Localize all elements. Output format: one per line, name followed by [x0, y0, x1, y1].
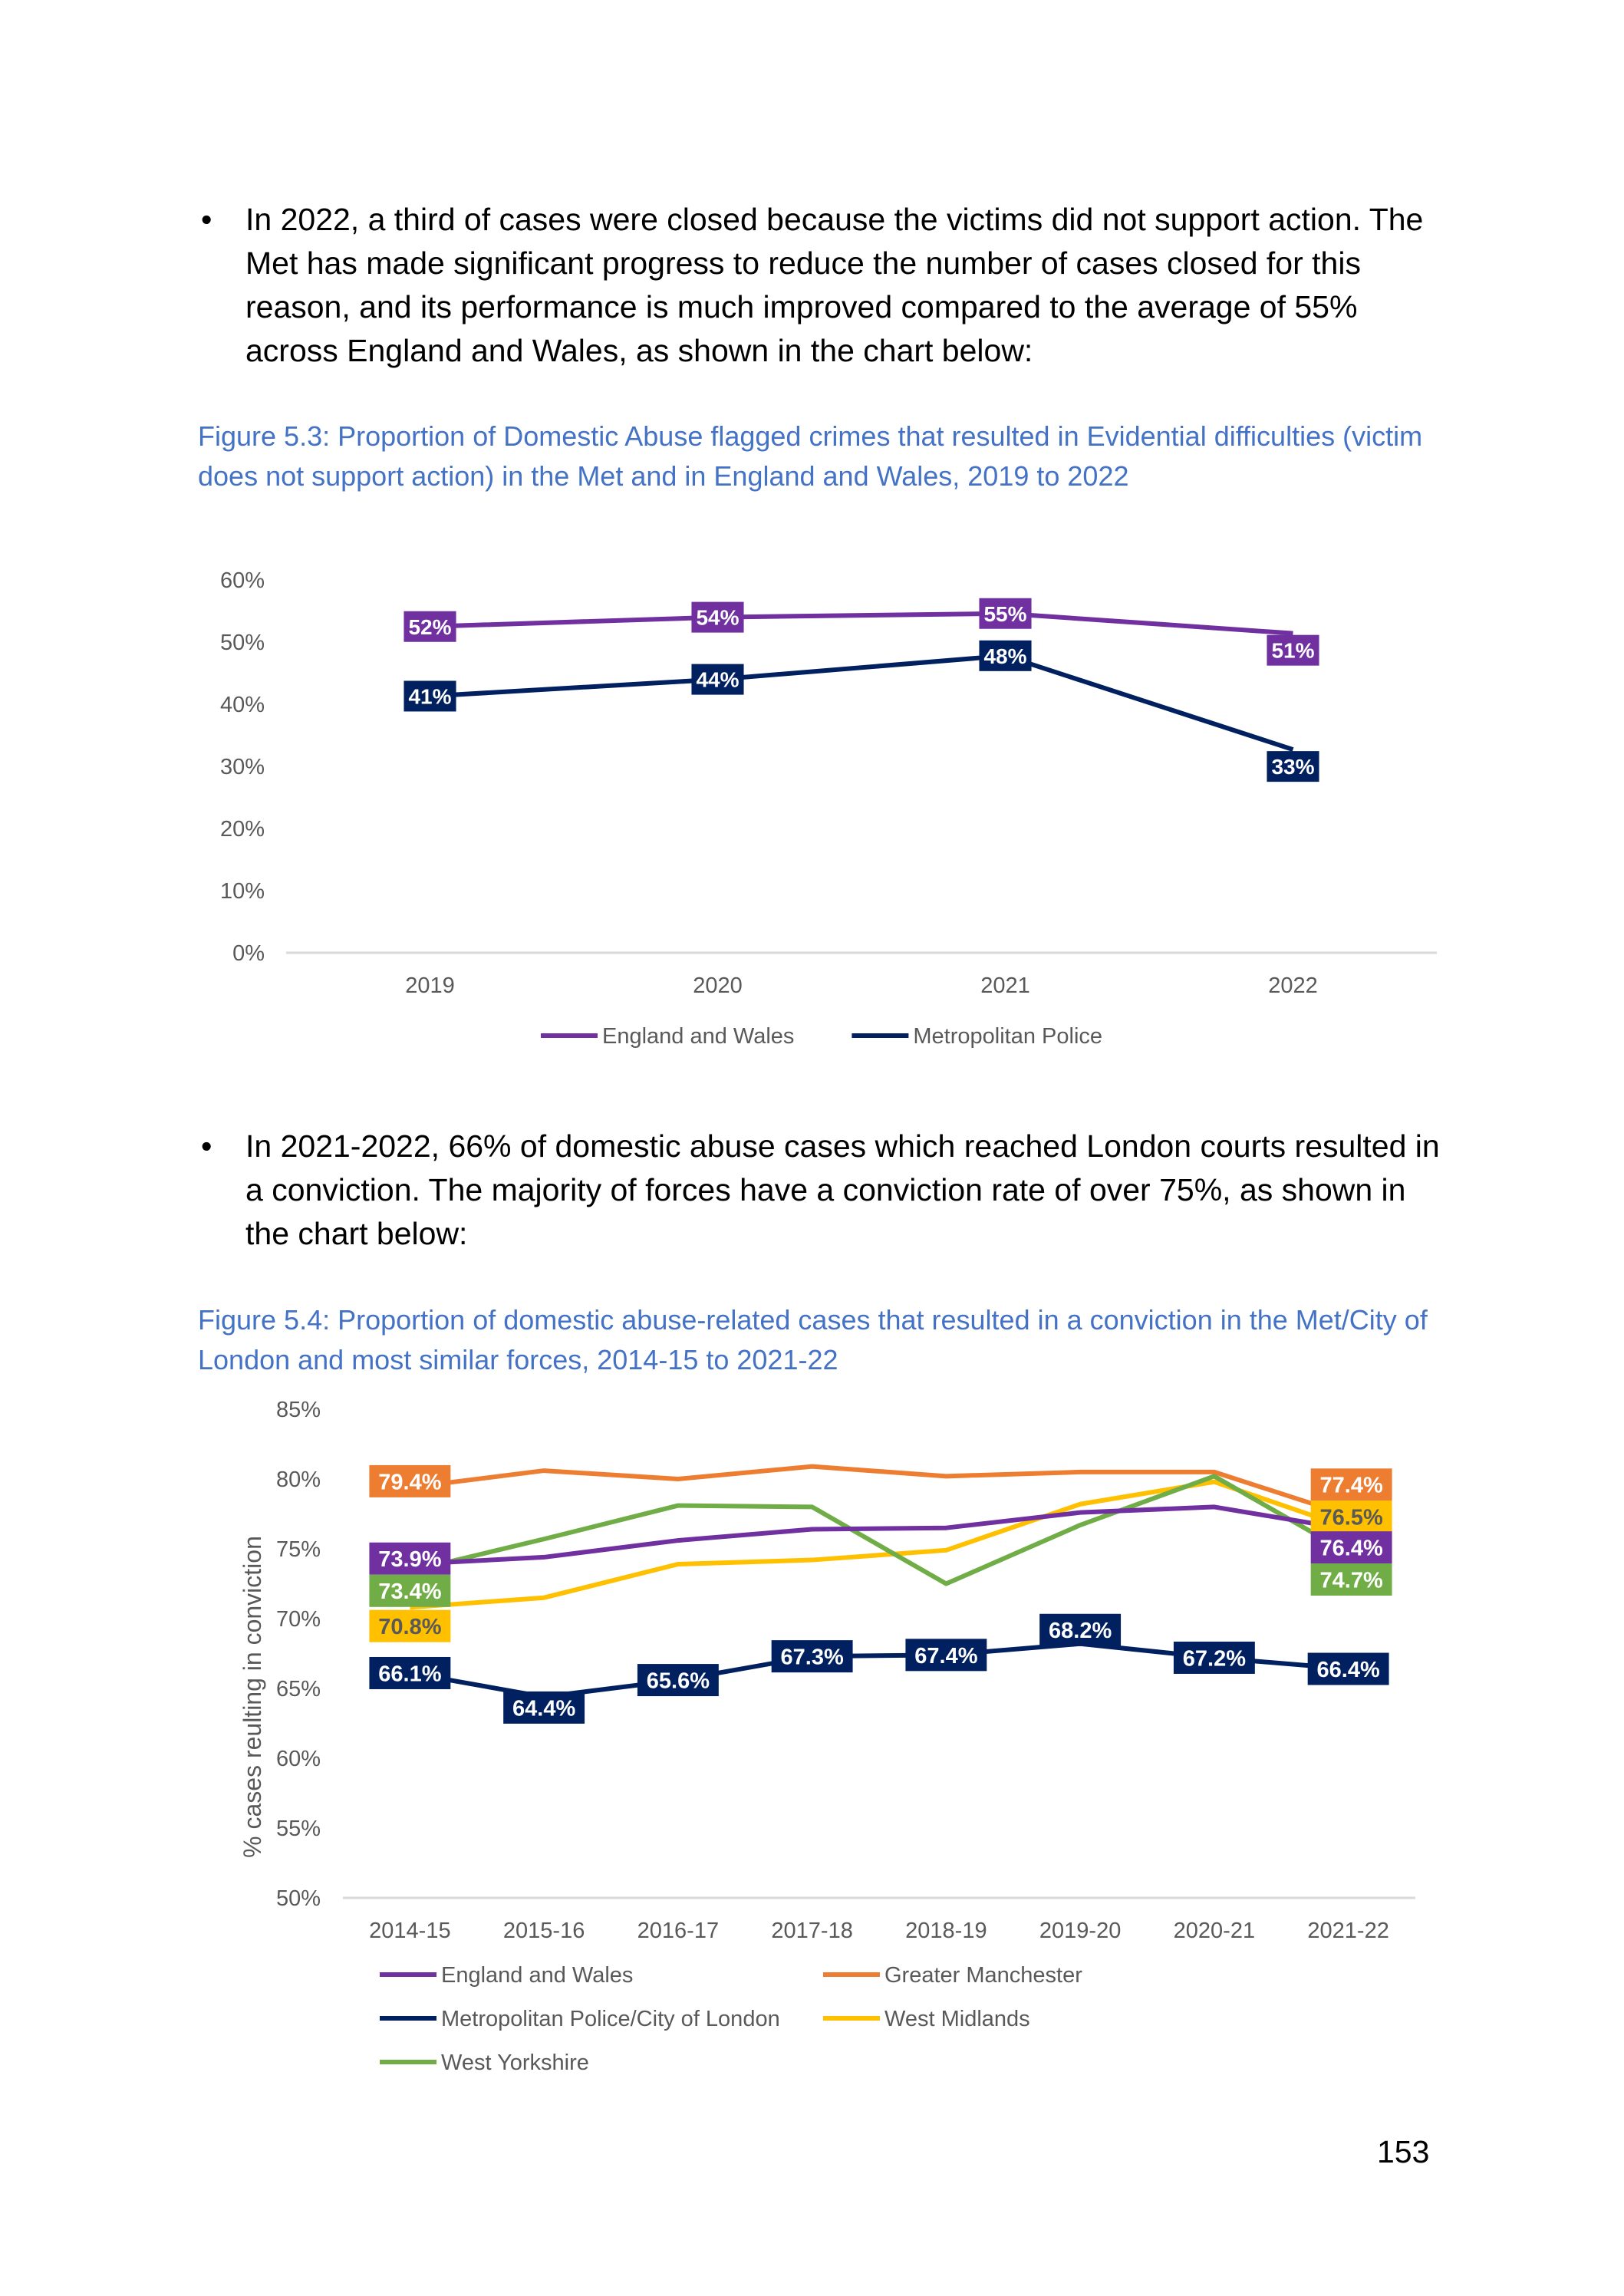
data-label-box [691, 664, 744, 695]
data-label-box [369, 1574, 451, 1607]
data-label: 67.3% [781, 1645, 844, 1670]
y-tick-label: 75% [276, 1537, 321, 1562]
data-label: 77.4% [1320, 1474, 1383, 1498]
page-number: 153 [1377, 2134, 1430, 2169]
x-tick-label: 2021-22 [1307, 1919, 1388, 1943]
y-tick-label: 60% [276, 1747, 321, 1771]
data-label-box [1267, 751, 1319, 782]
bullet-1-symbol: • [201, 202, 212, 237]
data-label: 70.8% [378, 1615, 441, 1639]
x-tick-label: 2018-19 [905, 1919, 987, 1943]
y-tick-label: 20% [220, 817, 265, 842]
data-label-box [691, 601, 744, 633]
data-label: 68.2% [1049, 1619, 1112, 1643]
data-label: 67.2% [1183, 1646, 1246, 1671]
data-label: 66.4% [1317, 1658, 1380, 1682]
y-tick-label: 0% [232, 941, 265, 966]
x-tick-label: 2020-21 [1174, 1919, 1255, 1943]
series-line-metropolitan-police [430, 653, 1294, 752]
data-label-box [404, 611, 456, 642]
data-label: 64.4% [512, 1696, 575, 1721]
data-label-box [404, 680, 456, 712]
x-tick-label: 2019-20 [1039, 1919, 1121, 1943]
x-tick-label: 2019 [405, 973, 455, 998]
y-tick-label: 80% [276, 1468, 321, 1492]
data-label: 44% [696, 668, 739, 692]
data-label-box [1267, 634, 1319, 666]
data-label-box [503, 1691, 585, 1724]
bullet-2-text: In 2021-2022, 66% of domestic abuse case… [245, 1128, 1440, 1251]
y-tick-label: 60% [220, 568, 265, 593]
data-label: 73.9% [378, 1547, 441, 1572]
x-tick-label: 2021 [980, 973, 1030, 998]
figure-5-4-chart: 50% 55% 60% 65% 70% 75% 80% 85% % cases reulting… [239, 1398, 1415, 2075]
x-tick-label: 2020 [693, 973, 743, 998]
y-tick-label: 40% [220, 693, 265, 717]
data-label: 74.7% [1320, 1568, 1383, 1593]
data-label-box [1039, 1613, 1122, 1646]
data-label: 41% [408, 685, 451, 709]
legend-label: Metropolitan Police/City of London [441, 2007, 780, 2031]
data-label: 79.4% [378, 1470, 441, 1494]
y-tick-label: 70% [276, 1607, 321, 1632]
data-label: 73.4% [378, 1580, 441, 1604]
legend-label: England and Wales [441, 1963, 633, 1988]
x-tick-label: 2022 [1268, 973, 1318, 998]
bullet-1-text: In 2022, a third of cases were closed be… [245, 202, 1424, 368]
bullet-2-symbol: • [201, 1128, 212, 1164]
x-tick-label: 2016-17 [637, 1919, 719, 1943]
y-tick-label: 50% [276, 1886, 321, 1911]
data-label-box [771, 1640, 853, 1673]
figure-5-3-caption: Figure 5.3: Proportion of Domestic Abuse… [198, 420, 1423, 492]
series-line-greater-manchester [410, 1464, 1349, 1518]
x-tick-label: 2014-15 [369, 1919, 450, 1943]
data-label-box [979, 640, 1032, 671]
figure-5-4-caption: Figure 5.4: Proportion of domestic abuse… [198, 1304, 1428, 1375]
data-label-box [369, 1609, 451, 1642]
data-label: 52% [408, 615, 451, 639]
x-tick-label: 2017-18 [771, 1919, 852, 1943]
data-label-box [1310, 1500, 1392, 1533]
data-label-box [369, 1542, 451, 1575]
series-line-west-yorkshire [409, 1474, 1350, 1586]
y-tick-label: 50% [220, 631, 265, 655]
y-tick-label: 10% [220, 879, 265, 904]
data-label: 55% [983, 602, 1026, 626]
series-line-england-and-wales [410, 1504, 1349, 1567]
y-tick-label: 55% [276, 1817, 321, 1841]
data-label: 48% [983, 644, 1026, 668]
data-label-box [1307, 1652, 1389, 1685]
data-label-box [905, 1639, 987, 1672]
bullet-2: • In 2021-2022, 66% of domestic abuse ca… [201, 1125, 1442, 1256]
data-label: 65.6% [647, 1669, 710, 1694]
data-label: 67.4% [914, 1644, 977, 1668]
data-label-box [369, 1656, 451, 1689]
figure-5-3-chart: 0% 10% 20% 30% 40% 50% 60% 2019 2020 2021 2022 52% 5… [220, 568, 1437, 1049]
data-label: 66.1% [378, 1662, 441, 1686]
data-label: 54% [696, 606, 739, 630]
y-tick-label: 30% [220, 755, 265, 779]
legend-label: Metropolitan Police [913, 1024, 1102, 1049]
y-tick-label: 85% [276, 1398, 321, 1422]
y-axis-title: % cases reulting in conviction [239, 1536, 266, 1858]
series-line-england-and-wales [430, 611, 1293, 636]
legend-label: West Yorkshire [441, 2051, 589, 2075]
data-label-box [1310, 1531, 1392, 1564]
data-label: 76.5% [1320, 1506, 1383, 1530]
data-label: 76.4% [1320, 1537, 1383, 1561]
data-label-box [1310, 1563, 1392, 1596]
y-tick-label: 65% [276, 1677, 321, 1701]
data-label-box [979, 598, 1032, 629]
data-label-box [637, 1664, 719, 1697]
legend-label: England and Wales [602, 1024, 794, 1049]
data-label-box [369, 1464, 451, 1497]
data-label: 51% [1271, 639, 1314, 663]
legend-label: West Midlands [884, 2007, 1030, 2031]
x-tick-label: 2015-16 [503, 1919, 585, 1943]
data-label-box [1310, 1468, 1392, 1501]
bullet-1: • In 2022, a third of cases were closed … [201, 198, 1442, 373]
data-label: 33% [1271, 755, 1314, 779]
legend-label: Greater Manchester [884, 1963, 1082, 1988]
data-label-box [1173, 1641, 1255, 1674]
